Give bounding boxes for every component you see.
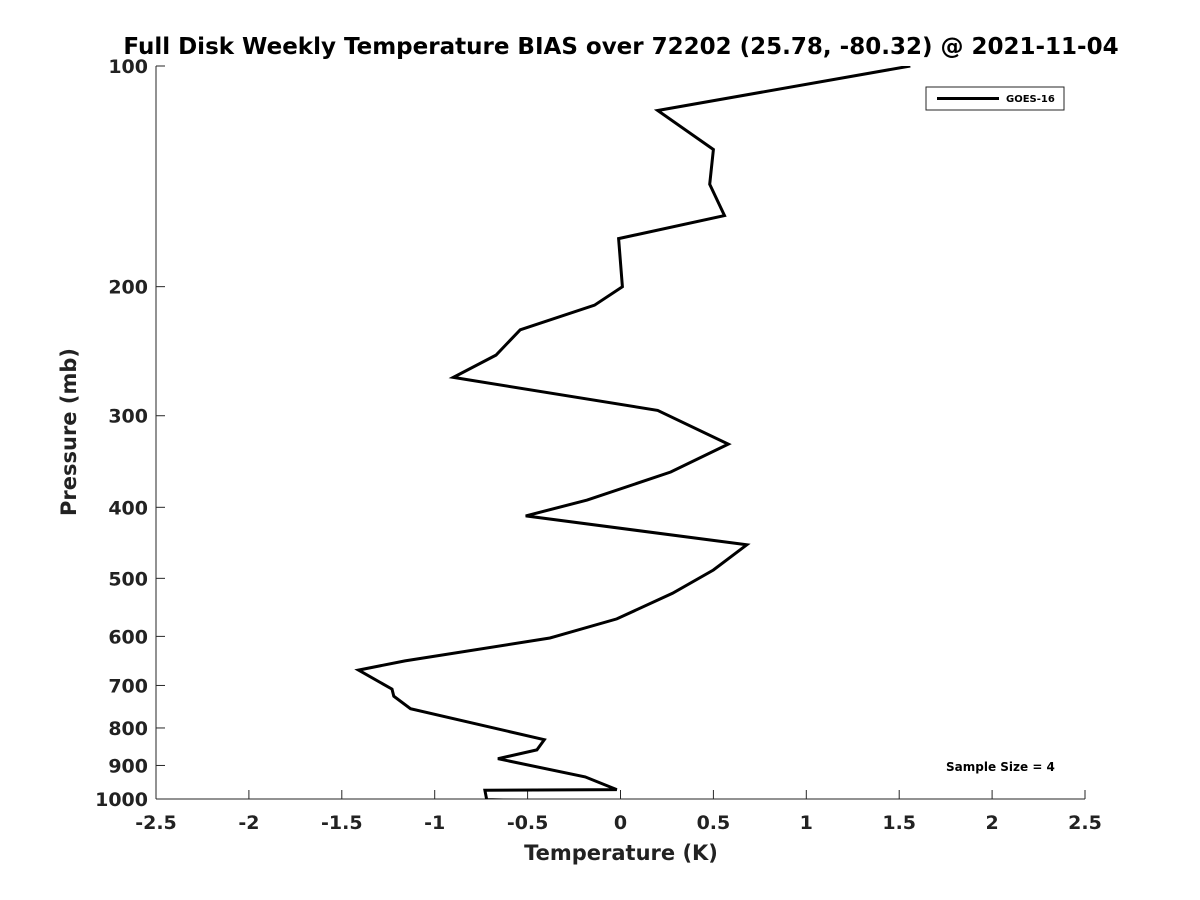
x-tick-label: -1	[424, 812, 445, 834]
x-tick-label: 0	[614, 812, 627, 834]
y-axis-label: Pressure (mb)	[57, 348, 81, 516]
series-line-goes-16	[354, 66, 911, 799]
x-tick-label: 1	[800, 812, 813, 834]
x-tick-label: -0.5	[507, 812, 549, 834]
x-tick-label: 1.5	[882, 812, 916, 834]
x-tick-label: -2.5	[135, 812, 177, 834]
x-tick-label: 0.5	[697, 812, 731, 834]
sample-size-annotation: Sample Size = 4	[946, 760, 1055, 774]
y-ticks: 100 200 300 400 500 600 700 800 900 1000	[95, 56, 165, 811]
x-ticks: -2.5 -2 -1.5 -1 -0.5 0 0.5 1 1.5 2 2.5	[135, 790, 1102, 834]
y-tick-label: 200	[108, 277, 148, 299]
y-tick-label: 400	[108, 497, 148, 519]
chart-title: Full Disk Weekly Temperature BIAS over 7…	[123, 34, 1118, 60]
y-tick-label: 800	[108, 718, 148, 740]
y-tick-label: 600	[108, 626, 148, 648]
y-tick-label: 700	[108, 675, 148, 697]
legend: GOES-16	[925, 86, 1065, 111]
x-axis-label: Temperature (K)	[524, 841, 718, 865]
legend-label-goes-16: GOES-16	[1006, 94, 1055, 105]
y-tick-label: 100	[108, 56, 148, 78]
y-tick-label: 500	[108, 568, 148, 590]
x-tick-label: 2.5	[1068, 812, 1102, 834]
y-tick-label: 300	[108, 406, 148, 428]
x-tick-label: -1.5	[321, 812, 363, 834]
y-tick-label: 1000	[95, 789, 148, 811]
y-tick-label: 900	[108, 755, 148, 777]
x-tick-label: 2	[985, 812, 998, 834]
x-tick-label: -2	[238, 812, 259, 834]
